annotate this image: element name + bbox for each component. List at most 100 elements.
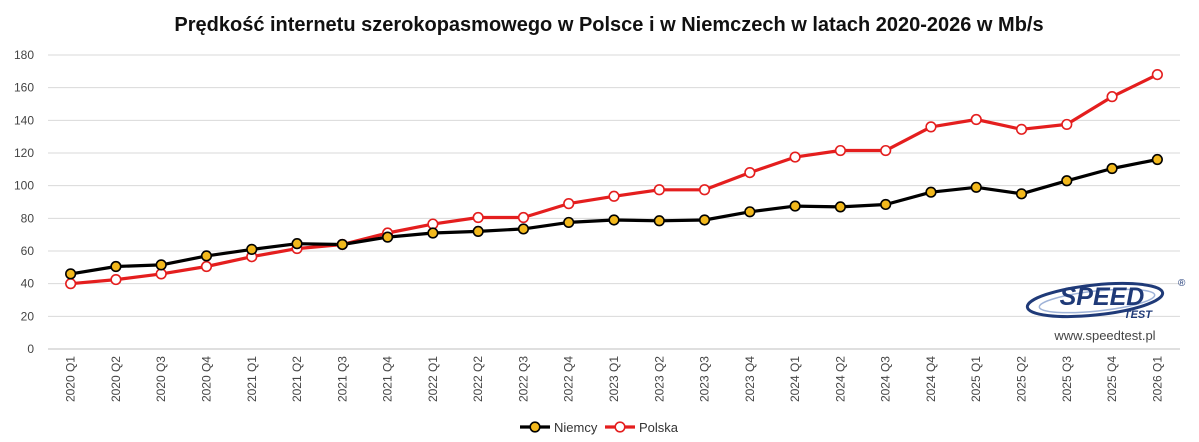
data-point-polska bbox=[789, 151, 801, 163]
y-tick-label: 40 bbox=[21, 277, 35, 291]
data-point-niemcy bbox=[65, 268, 77, 280]
legend-label-polska: Polska bbox=[639, 420, 679, 435]
data-point-polska bbox=[1015, 123, 1028, 135]
data-point-polska bbox=[608, 190, 620, 202]
logo-url: www.speedtest.pl bbox=[1053, 328, 1155, 343]
x-tick-label: 2023 Q2 bbox=[652, 356, 666, 402]
data-point-polska bbox=[744, 167, 756, 179]
x-tick-label: 2025 Q4 bbox=[1105, 356, 1119, 402]
x-tick-label: 2022 Q4 bbox=[562, 356, 576, 402]
data-point-niemcy bbox=[698, 214, 711, 226]
x-tick-label: 2023 Q3 bbox=[698, 356, 712, 402]
legend-marker-polska bbox=[614, 421, 626, 433]
data-point-niemcy bbox=[427, 227, 439, 239]
y-tick-label: 180 bbox=[14, 48, 34, 62]
x-tick-label: 2021 Q4 bbox=[381, 356, 395, 402]
data-point-polska bbox=[517, 211, 530, 224]
x-axis-ticks: 2020 Q1 2020 Q2 2020 Q3 2020 Q4 2021 Q1 2021 … bbox=[64, 356, 1165, 402]
data-point-niemcy bbox=[1061, 175, 1073, 187]
x-tick-label: 2024 Q2 bbox=[833, 356, 847, 402]
logo-swoosh-outer bbox=[1025, 281, 1165, 319]
logo-word-sub: TEST bbox=[1124, 309, 1153, 321]
x-tick-label: 2021 Q2 bbox=[290, 356, 304, 402]
legend-marker-niemcy bbox=[529, 421, 541, 433]
data-point-niemcy bbox=[1106, 162, 1118, 175]
y-tick-label: 100 bbox=[14, 179, 34, 193]
x-tick-label: 2020 Q1 bbox=[64, 356, 78, 402]
series-group bbox=[65, 68, 1163, 290]
legend: Niemcy Polska bbox=[520, 420, 679, 435]
data-point-niemcy bbox=[246, 243, 258, 255]
data-point-niemcy bbox=[608, 214, 620, 226]
x-tick-label: 2023 Q4 bbox=[743, 356, 757, 402]
gridlines bbox=[48, 54, 1180, 350]
data-point-niemcy bbox=[970, 181, 982, 193]
y-tick-label: 20 bbox=[21, 309, 35, 323]
y-tick-label: 140 bbox=[14, 113, 34, 127]
y-tick-label: 80 bbox=[21, 211, 35, 225]
data-point-polska bbox=[1106, 91, 1118, 103]
y-tick-label: 120 bbox=[14, 146, 34, 160]
data-point-polska bbox=[200, 260, 213, 273]
data-point-niemcy bbox=[744, 206, 756, 218]
data-point-niemcy bbox=[110, 260, 122, 273]
x-tick-label: 2021 Q3 bbox=[335, 356, 349, 402]
data-point-niemcy bbox=[925, 186, 937, 198]
logo-swoosh-inner bbox=[1038, 288, 1156, 314]
data-point-niemcy bbox=[382, 231, 394, 243]
data-point-polska bbox=[1061, 118, 1073, 131]
data-point-polska bbox=[110, 273, 122, 286]
data-point-polska bbox=[925, 121, 937, 133]
x-tick-label: 2022 Q2 bbox=[471, 356, 485, 402]
legend-label-niemcy: Niemcy bbox=[554, 420, 598, 435]
x-tick-label: 2025 Q1 bbox=[969, 356, 983, 402]
x-tick-label: 2024 Q4 bbox=[924, 356, 938, 402]
x-tick-label: 2020 Q3 bbox=[154, 356, 168, 402]
logo-word-main: SPEED bbox=[1060, 283, 1145, 311]
x-tick-label: 2022 Q3 bbox=[516, 356, 530, 402]
data-point-niemcy bbox=[472, 225, 484, 237]
y-tick-label: 0 bbox=[27, 342, 34, 356]
x-tick-label: 2022 Q1 bbox=[426, 356, 440, 402]
y-axis-ticks: 0 20 40 60 80 100 120 140 160 180 bbox=[14, 48, 34, 356]
data-point-niemcy bbox=[563, 216, 575, 229]
data-point-niemcy bbox=[291, 238, 303, 250]
data-point-niemcy bbox=[1015, 188, 1028, 200]
data-point-polska bbox=[653, 184, 665, 196]
x-tick-label: 2025 Q2 bbox=[1015, 356, 1029, 402]
data-point-polska bbox=[65, 278, 77, 290]
data-point-niemcy bbox=[155, 259, 167, 271]
data-point-polska bbox=[472, 211, 484, 224]
data-point-niemcy bbox=[517, 223, 530, 235]
speedtest-logo: SPEED TEST ® www.speedtest.pl bbox=[1025, 278, 1186, 343]
data-point-niemcy bbox=[336, 238, 348, 251]
data-point-polska bbox=[698, 184, 711, 196]
data-point-niemcy bbox=[834, 201, 847, 213]
data-point-niemcy bbox=[1151, 153, 1163, 166]
x-tick-label: 2024 Q1 bbox=[788, 356, 802, 402]
x-tick-label: 2020 Q4 bbox=[199, 356, 213, 402]
data-point-polska bbox=[1151, 68, 1163, 81]
data-point-polska bbox=[155, 268, 167, 280]
data-point-niemcy bbox=[653, 215, 665, 227]
data-point-niemcy bbox=[789, 200, 801, 212]
y-tick-label: 60 bbox=[21, 244, 35, 258]
x-tick-label: 2020 Q2 bbox=[109, 356, 123, 402]
y-tick-label: 160 bbox=[14, 81, 34, 95]
x-tick-label: 2021 Q1 bbox=[245, 356, 259, 402]
logo-registered-mark: ® bbox=[1178, 278, 1186, 289]
x-tick-label: 2024 Q3 bbox=[879, 356, 893, 402]
x-tick-label: 2025 Q3 bbox=[1060, 356, 1074, 402]
data-point-polska bbox=[970, 113, 982, 126]
data-point-niemcy bbox=[880, 198, 892, 211]
x-tick-label: 2023 Q1 bbox=[607, 356, 621, 402]
x-tick-label: 2026 Q1 bbox=[1150, 356, 1164, 402]
data-point-niemcy bbox=[200, 250, 213, 262]
data-point-polska bbox=[834, 144, 847, 157]
data-point-polska bbox=[427, 218, 439, 230]
data-point-polska bbox=[563, 198, 575, 210]
chart-title: Prędkość internetu szerokopasmowego w Po… bbox=[174, 14, 1043, 36]
data-point-polska bbox=[880, 144, 892, 157]
